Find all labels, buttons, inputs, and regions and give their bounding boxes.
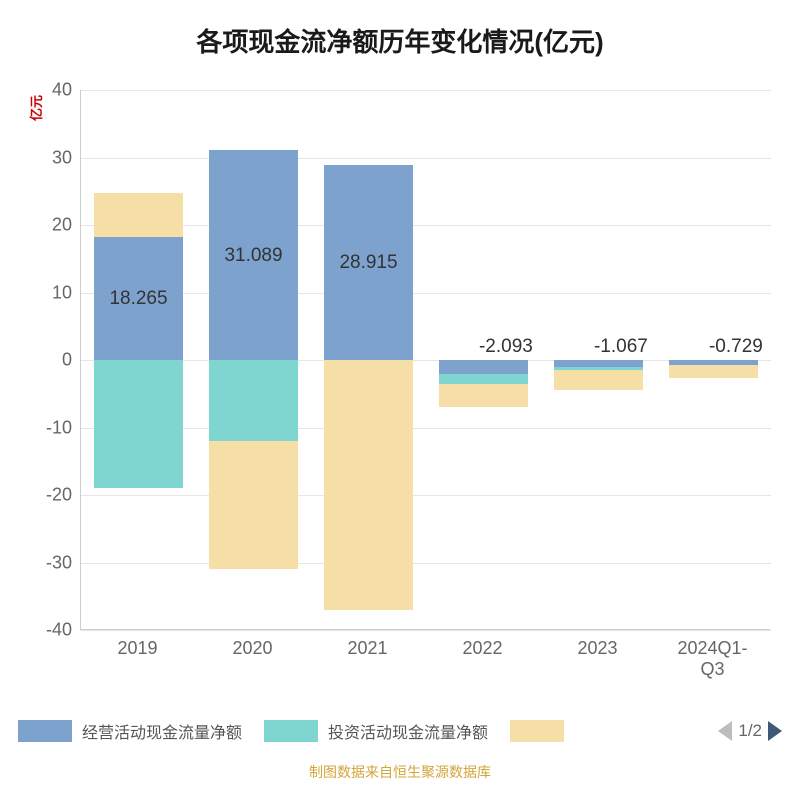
legend: 经营活动现金流量净额 投资活动现金流量净额 xyxy=(0,714,800,748)
bar-segment-financing xyxy=(324,360,414,610)
legend-swatch xyxy=(18,720,72,742)
y-tick-label: -10 xyxy=(12,417,72,438)
pager-text: 1/2 xyxy=(738,721,762,741)
legend-label: 投资活动现金流量净额 xyxy=(328,719,488,743)
legend-item xyxy=(510,720,574,742)
gridline xyxy=(81,428,771,429)
x-tick-label: 2022 xyxy=(462,638,502,659)
y-tick-label: 20 xyxy=(12,215,72,236)
pager-prev-icon[interactable] xyxy=(718,721,732,741)
y-tick-label: -30 xyxy=(12,552,72,573)
x-tick-label: 2020 xyxy=(232,638,272,659)
gridline xyxy=(81,90,771,91)
pager-next-icon[interactable] xyxy=(768,721,782,741)
bar-segment-financing xyxy=(669,365,759,379)
legend-swatch xyxy=(510,720,564,742)
y-tick-label: -20 xyxy=(12,485,72,506)
bar-segment-financing xyxy=(554,370,644,390)
x-tick-label: 2024Q1-Q3 xyxy=(677,638,747,680)
legend-label: 经营活动现金流量净额 xyxy=(82,719,242,743)
data-label: 18.265 xyxy=(109,288,167,310)
gridline xyxy=(81,495,771,496)
bar-segment-financing xyxy=(209,441,299,569)
data-label: -0.729 xyxy=(709,336,763,358)
legend-item: 经营活动现金流量净额 xyxy=(18,719,242,743)
gridline xyxy=(81,293,771,294)
chart-area: 18.26531.08928.915-2.093-1.067-0.729 -40… xyxy=(80,90,770,660)
legend-swatch xyxy=(264,720,318,742)
x-tick-label: 2019 xyxy=(117,638,157,659)
bar-segment-financing xyxy=(94,193,184,237)
gridline xyxy=(81,225,771,226)
plot-region: 18.265 31.089 28.915 -2.093 -1.067 -0.729 xyxy=(80,90,770,630)
bar-segment-investing xyxy=(94,360,184,488)
data-label: -2.093 xyxy=(479,336,533,358)
y-tick-label: 40 xyxy=(12,80,72,101)
legend-pager: 1/2 xyxy=(718,714,782,748)
bar-segment-investing xyxy=(209,360,299,441)
source-attribution: 制图数据来自恒生聚源数据库 xyxy=(0,762,800,782)
x-tick-label: 2021 xyxy=(347,638,387,659)
gridline xyxy=(81,158,771,159)
bar-segment-operating xyxy=(554,360,644,367)
bar-segment-financing xyxy=(439,384,529,408)
y-tick-label: 0 xyxy=(12,350,72,371)
legend-item: 投资活动现金流量净额 xyxy=(264,719,488,743)
x-tick-label: 2023 xyxy=(577,638,617,659)
y-tick-label: 30 xyxy=(12,147,72,168)
y-tick-label: 10 xyxy=(12,282,72,303)
bar-segment-operating xyxy=(439,360,529,374)
data-label: 28.915 xyxy=(339,252,397,274)
chart-title: 各项现金流净额历年变化情况(亿元) xyxy=(0,0,800,59)
bar-segment-investing xyxy=(439,374,529,383)
gridline xyxy=(81,360,771,361)
data-label: 31.089 xyxy=(224,245,282,267)
data-label: -1.067 xyxy=(594,336,648,358)
gridline xyxy=(81,563,771,564)
y-tick-label: -40 xyxy=(12,620,72,641)
gridline xyxy=(81,630,771,631)
